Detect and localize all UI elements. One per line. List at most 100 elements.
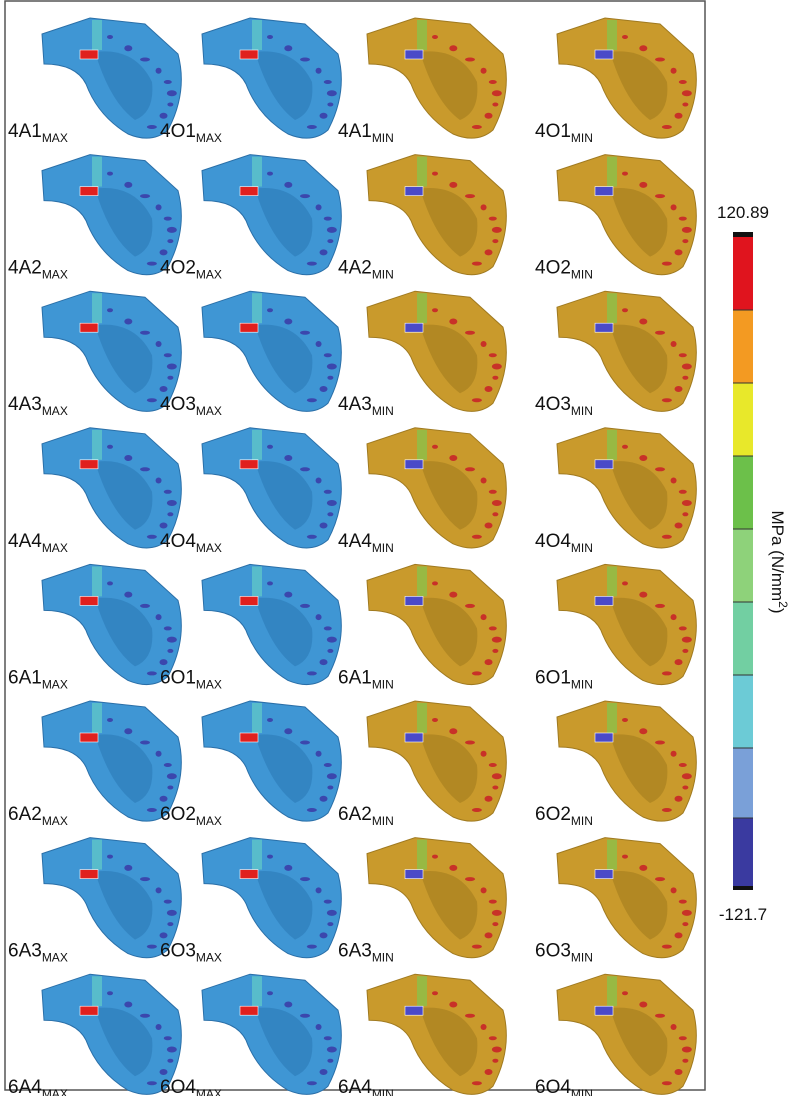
stress-spot bbox=[491, 90, 502, 97]
panel-sub: MIN bbox=[571, 951, 593, 965]
stress-spot bbox=[284, 728, 293, 735]
stress-spot bbox=[622, 444, 628, 449]
stress-spot bbox=[678, 80, 687, 84]
stress-spot bbox=[484, 112, 493, 119]
panel-name: 4A3 bbox=[338, 394, 372, 415]
stress-spot bbox=[655, 194, 666, 199]
stress-spot bbox=[146, 261, 157, 266]
panel-sub: MAX bbox=[196, 541, 222, 555]
stress-spot bbox=[267, 581, 273, 586]
stress-spot bbox=[326, 909, 337, 916]
stress-spot bbox=[323, 1036, 332, 1041]
stress-spot bbox=[323, 899, 332, 904]
panel-name: 6A1 bbox=[8, 667, 42, 688]
stress-spot bbox=[315, 340, 322, 347]
panel-label: 4O3MAX bbox=[160, 394, 222, 418]
stress-spot bbox=[326, 636, 337, 643]
stress-spot bbox=[449, 591, 458, 598]
stress-spot bbox=[319, 249, 328, 256]
stress-spot bbox=[306, 398, 317, 403]
stress-spot bbox=[167, 102, 174, 107]
panel-sub: MIN bbox=[372, 268, 394, 282]
palate-vault bbox=[255, 1007, 313, 1077]
stress-spot bbox=[670, 340, 677, 347]
panel-name: 4A1 bbox=[338, 121, 372, 142]
stress-spot bbox=[655, 603, 666, 608]
panel: 6O1MIN bbox=[535, 563, 697, 691]
panel-label: 6O1MAX bbox=[160, 667, 222, 691]
bar-segment bbox=[733, 237, 753, 310]
palate-vault bbox=[255, 734, 313, 803]
panel-name: 6O2 bbox=[160, 804, 196, 825]
ridge bbox=[92, 839, 102, 870]
stress-spot bbox=[678, 626, 687, 631]
stress-spot bbox=[140, 194, 151, 199]
stress-spot bbox=[107, 35, 113, 39]
panel-name: 6A2 bbox=[8, 804, 42, 825]
stress-spot bbox=[107, 308, 113, 313]
stress-spot bbox=[159, 1068, 168, 1075]
stress-spot bbox=[140, 1013, 151, 1018]
palate-vault bbox=[420, 51, 478, 120]
legend-unit: MPa (N/mm2) bbox=[768, 510, 789, 613]
stress-spot bbox=[323, 489, 332, 494]
stress-spot bbox=[681, 363, 692, 370]
stress-spot bbox=[432, 171, 438, 176]
stress-spot bbox=[146, 808, 157, 812]
panel-label: 4A2MAX bbox=[8, 258, 68, 282]
stress-spot bbox=[670, 204, 677, 211]
stress-spot bbox=[471, 944, 482, 949]
ridge bbox=[252, 293, 262, 324]
stress-spot bbox=[670, 614, 677, 621]
ridge bbox=[252, 976, 262, 1007]
stress-spot bbox=[639, 591, 648, 598]
panel: 4A4MIN bbox=[338, 427, 507, 555]
stress-spot bbox=[159, 112, 168, 119]
marker-tag bbox=[594, 869, 614, 879]
stress-spot bbox=[681, 90, 692, 97]
marker-tag bbox=[404, 869, 424, 879]
stress-spot bbox=[146, 671, 157, 676]
stress-spot bbox=[124, 318, 133, 325]
stress-spot bbox=[488, 216, 497, 221]
stress-spot bbox=[315, 1023, 322, 1030]
stress-spot bbox=[488, 353, 497, 358]
stress-spot bbox=[492, 102, 499, 107]
stress-spot bbox=[284, 455, 293, 462]
stress-spot bbox=[681, 773, 692, 780]
stress-spot bbox=[465, 57, 476, 62]
stress-spot bbox=[639, 864, 648, 871]
stress-spot bbox=[449, 455, 458, 462]
marker-tag bbox=[79, 49, 99, 60]
stress-spot bbox=[124, 45, 133, 52]
panel-label: 6A4MIN bbox=[338, 1077, 394, 1096]
stress-spot bbox=[167, 239, 174, 244]
stress-spot bbox=[159, 932, 168, 939]
stress-spot bbox=[484, 522, 493, 529]
stress-spot bbox=[484, 249, 493, 256]
stress-spot bbox=[163, 353, 172, 358]
stress-spot bbox=[140, 467, 151, 472]
ridge bbox=[252, 429, 262, 460]
stress-spot bbox=[681, 909, 692, 916]
panel-label: 4O1MAX bbox=[160, 121, 222, 145]
stress-spot bbox=[471, 1081, 482, 1086]
stress-spot bbox=[465, 1013, 476, 1018]
stress-spot bbox=[432, 854, 438, 859]
stress-spot bbox=[306, 808, 317, 812]
stress-spot bbox=[319, 1068, 328, 1075]
palate-vault bbox=[610, 734, 668, 803]
stress-spot bbox=[166, 226, 177, 233]
stress-spot bbox=[471, 125, 482, 129]
stress-spot bbox=[319, 795, 328, 802]
stress-spot bbox=[682, 102, 689, 107]
stress-spot bbox=[326, 226, 337, 233]
marker-tag bbox=[239, 869, 259, 879]
panel-sub: MAX bbox=[196, 131, 222, 145]
panel-name: 4O4 bbox=[535, 531, 571, 552]
palate-vault bbox=[95, 734, 153, 803]
marker-tag bbox=[239, 49, 259, 60]
stress-spot bbox=[484, 795, 493, 802]
stress-spot bbox=[488, 763, 497, 767]
panel: 4A2MAX bbox=[8, 154, 182, 282]
